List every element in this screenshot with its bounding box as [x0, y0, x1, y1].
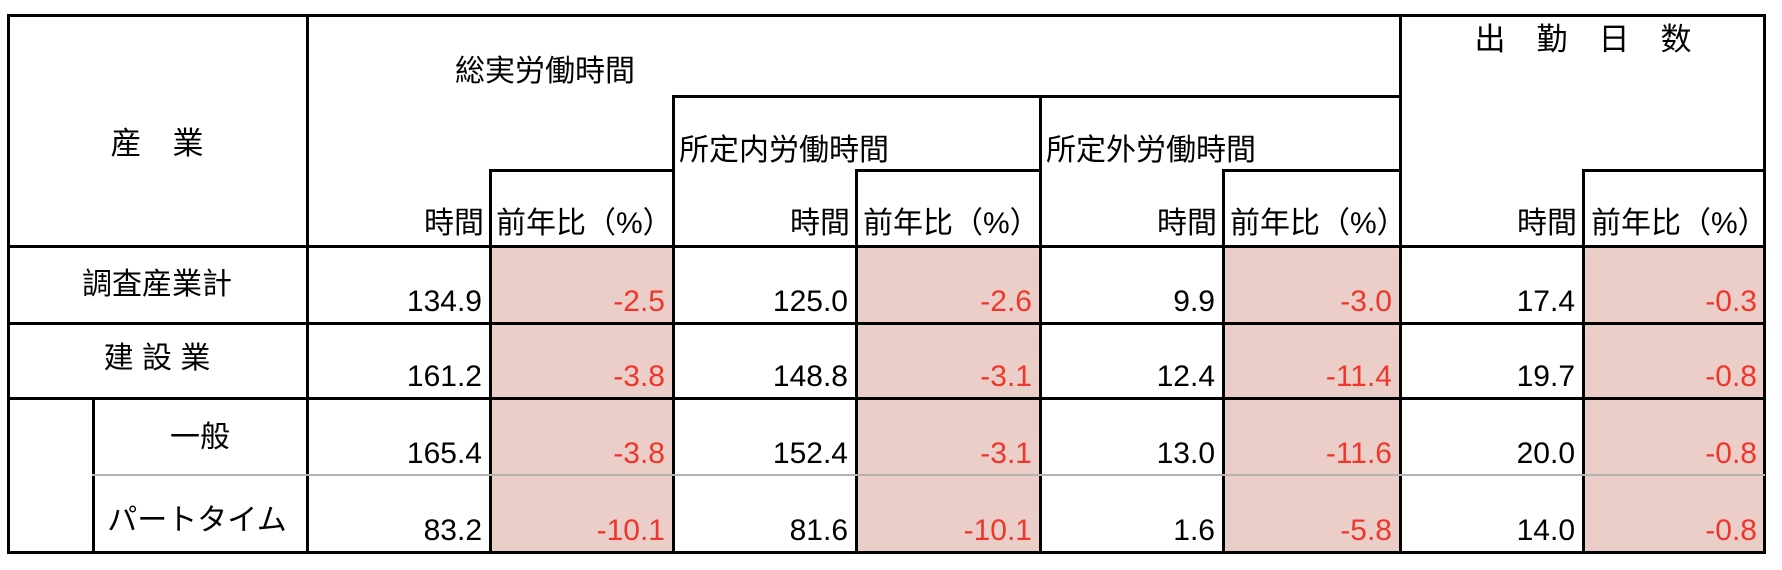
row-label: 調査産業計: [82, 268, 232, 301]
cell-hours: 81.6: [789, 514, 848, 547]
grid-line: [7, 14, 1766, 17]
hours-subheader: 時間: [790, 207, 850, 240]
cell-yoy: -10.1: [963, 514, 1032, 547]
cell-hours: 161.2: [406, 360, 482, 393]
row-label-indented: パートタイム: [107, 504, 287, 537]
cell-yoy: -2.6: [980, 285, 1032, 318]
cell-hours: 148.8: [772, 360, 848, 393]
total-hours-group-header: 総実労働時間: [455, 55, 635, 88]
cell-hours: 9.9: [1173, 285, 1215, 318]
yoy-subheader: 前年比（%）: [1591, 207, 1768, 240]
cell-hours: 19.7: [1516, 360, 1575, 393]
cell-hours: 14.0: [1516, 514, 1575, 547]
cell-hours: 83.2: [423, 514, 482, 547]
cell-hours: 20.0: [1516, 437, 1575, 470]
hours-subheader: 時間: [424, 207, 484, 240]
hours-subheader: 時間: [1157, 207, 1217, 240]
grid-line: [7, 397, 1766, 400]
grid-line: [489, 169, 675, 172]
cell-yoy: -3.8: [613, 437, 665, 470]
grid-line: [855, 169, 1042, 172]
yoy-subheader: 前年比（%）: [1230, 207, 1407, 240]
grid-line: [7, 551, 1766, 554]
industry-column-header: 産 業: [110, 126, 204, 161]
yoy-subheader: 前年比（%）: [496, 207, 673, 240]
cell-hours: 13.0: [1156, 437, 1215, 470]
grid-line: [7, 245, 1766, 248]
grid-line: [7, 322, 1766, 325]
yoy-subheader: 前年比（%）: [863, 207, 1040, 240]
cell-yoy: -3.1: [980, 360, 1032, 393]
grid-line: [7, 14, 10, 554]
cell-yoy: -11.6: [1325, 437, 1392, 470]
cell-yoy: -0.8: [1705, 437, 1757, 470]
cell-hours: 152.4: [772, 437, 848, 470]
cell-yoy: -3.0: [1340, 285, 1392, 318]
grid-line: [306, 14, 309, 554]
grid-line: [489, 169, 492, 554]
cell-hours: 1.6: [1173, 514, 1215, 547]
cell-hours: 134.9: [406, 285, 482, 318]
thin-divider-line: [92, 474, 1765, 476]
cell-hours: 17.4: [1516, 285, 1575, 318]
cell-yoy: -10.1: [596, 514, 665, 547]
cell-hours: 165.4: [406, 437, 482, 470]
cell-hours: 12.4: [1156, 360, 1215, 393]
row-label-indented: 一般: [170, 421, 230, 454]
hours-subheader: 時間: [1517, 207, 1577, 240]
cell-yoy: -11.4: [1325, 360, 1392, 393]
grid-line: [1399, 14, 1402, 554]
scheduled-hours-group-header: 所定内労働時間: [679, 134, 889, 167]
cell-yoy: -0.3: [1705, 285, 1757, 318]
cell-hours: 125.0: [772, 285, 848, 318]
grid-line: [855, 169, 858, 554]
cell-yoy: -3.1: [980, 437, 1032, 470]
cell-yoy: -2.5: [613, 285, 665, 318]
cell-yoy: -3.8: [613, 360, 665, 393]
grid-line: [1222, 169, 1225, 554]
days-worked-group-header: 出 勤 日 数: [1474, 22, 1692, 57]
grid-line: [1582, 169, 1766, 172]
grid-line: [1222, 169, 1402, 172]
row-label: 建 設 業: [103, 342, 211, 375]
grid-line: [672, 95, 1402, 98]
overtime-hours-group-header: 所定外労働時間: [1046, 134, 1256, 167]
grid-line: [1763, 14, 1766, 554]
cell-yoy: -0.8: [1705, 514, 1757, 547]
cell-yoy: -0.8: [1705, 360, 1757, 393]
grid-line: [1582, 169, 1585, 554]
cell-yoy: -5.8: [1340, 514, 1392, 547]
